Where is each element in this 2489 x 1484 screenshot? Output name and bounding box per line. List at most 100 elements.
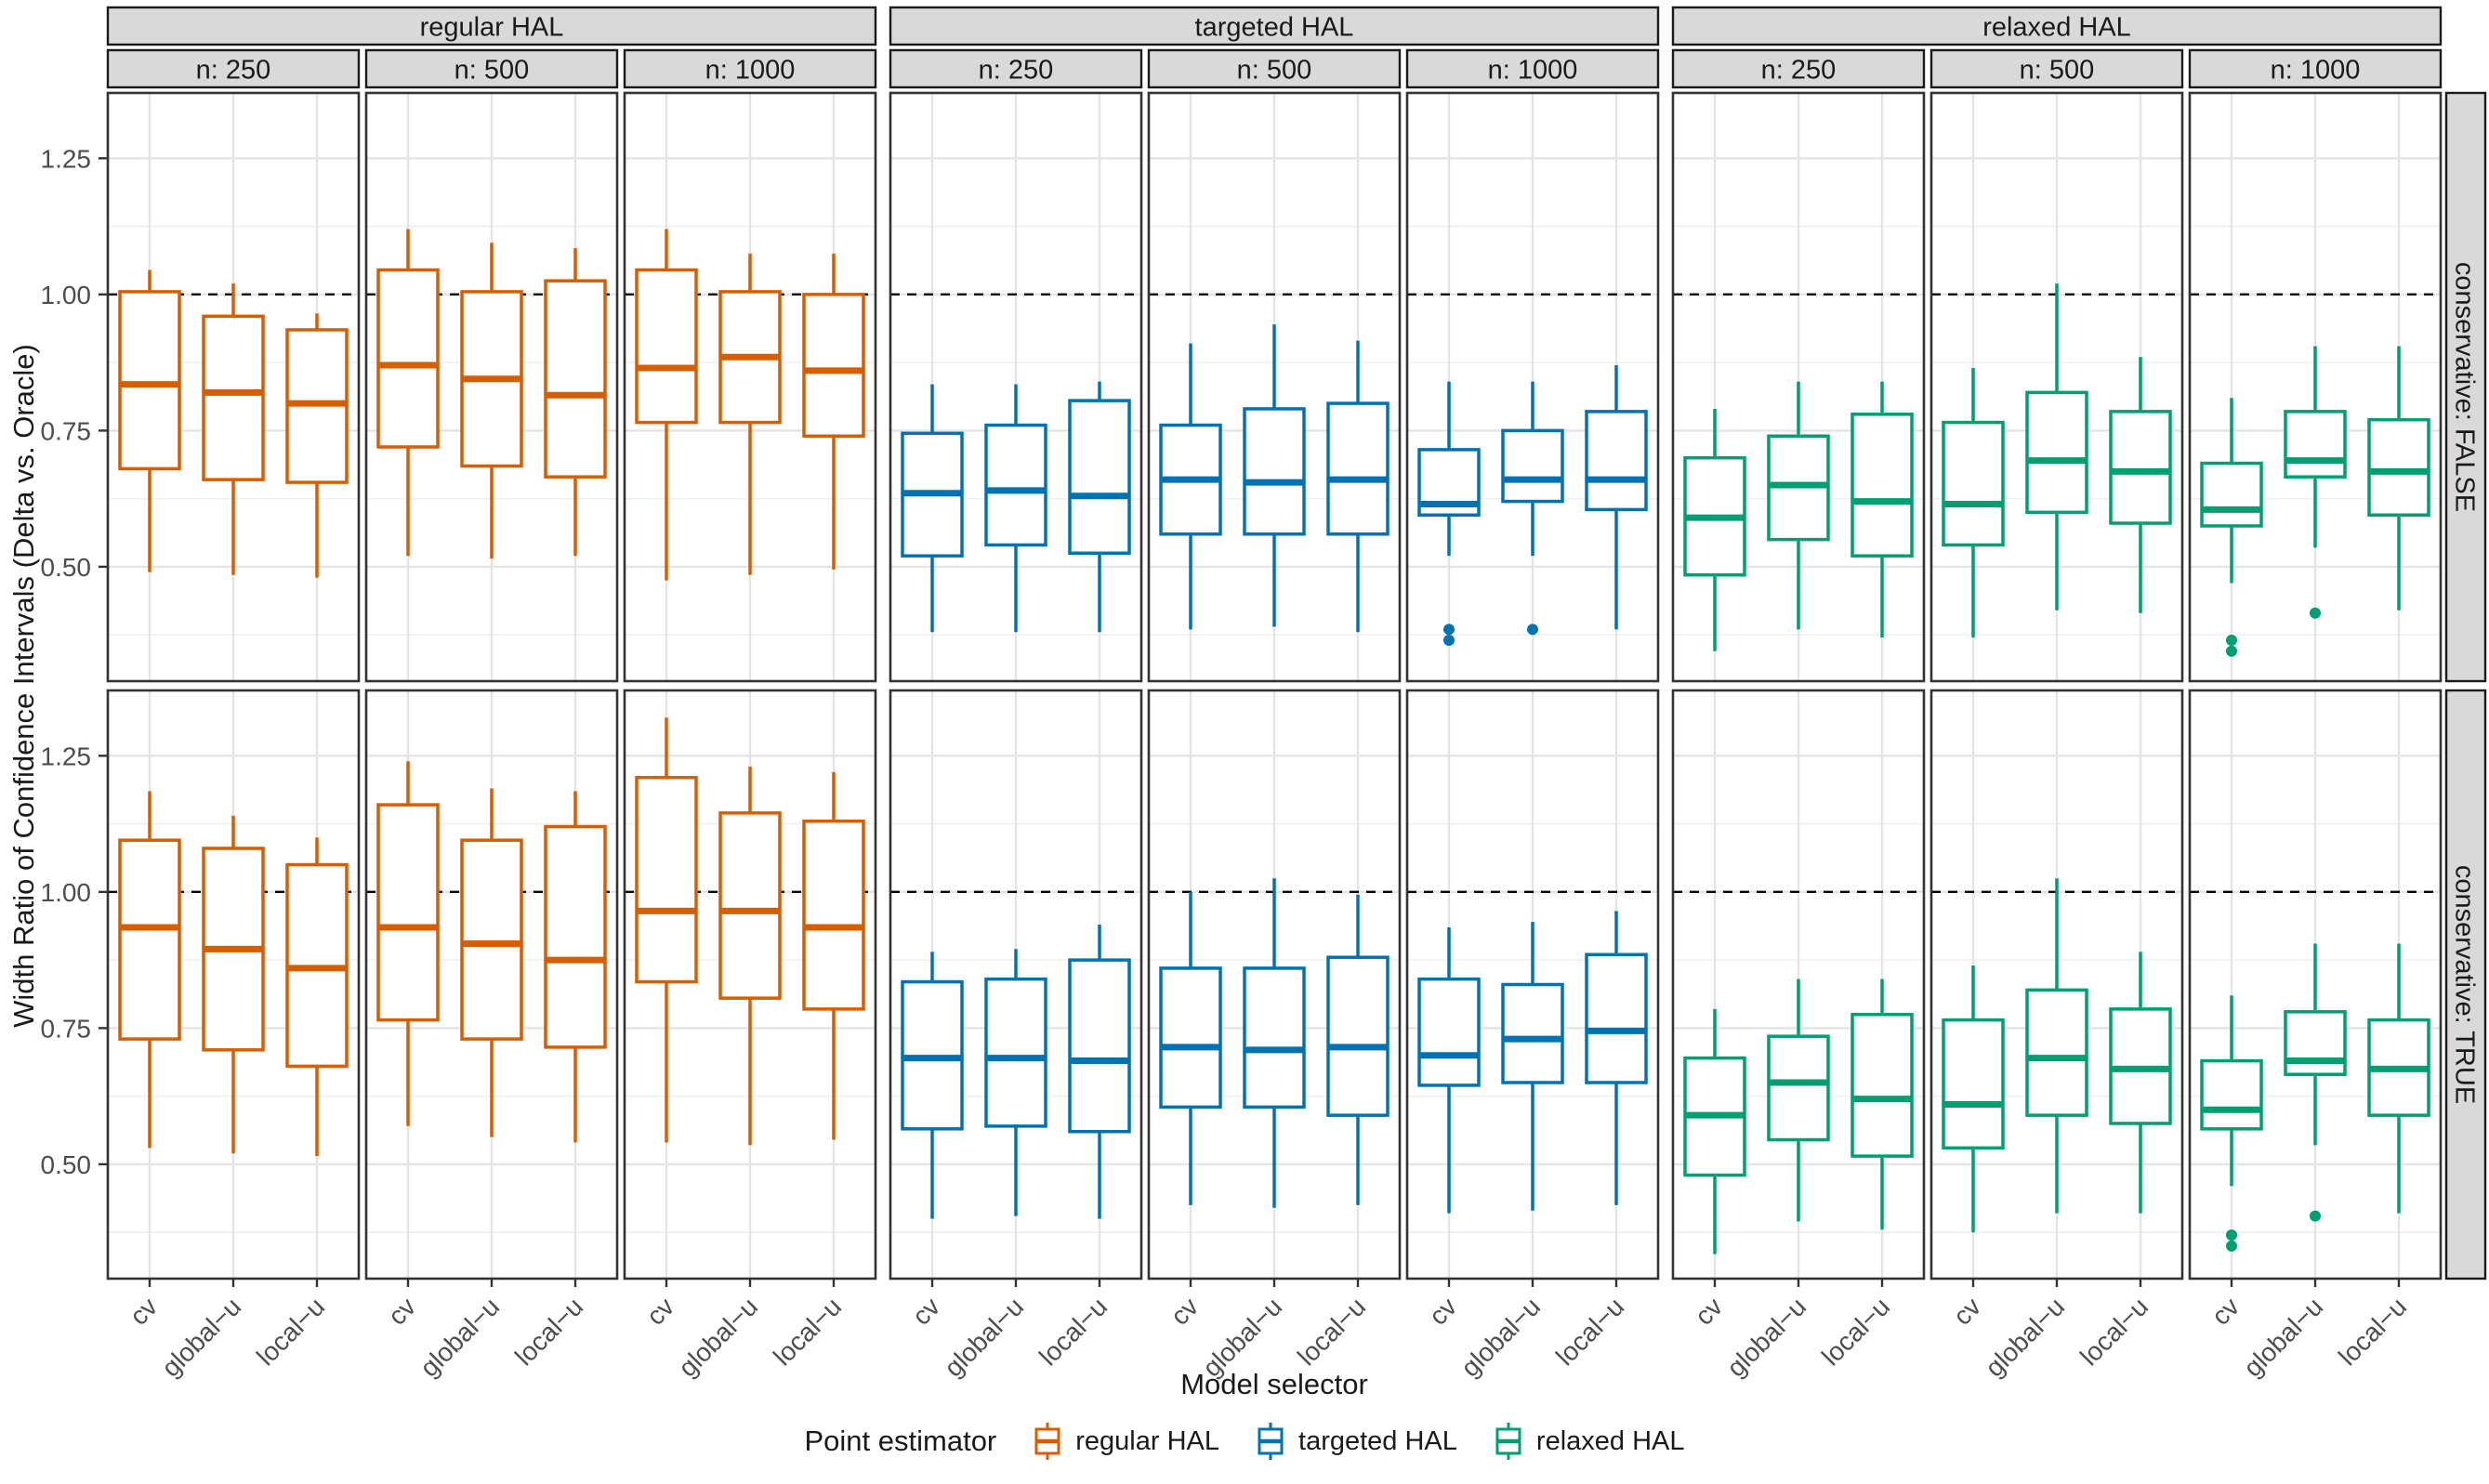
x-tick-label: cv [125,1292,164,1331]
boxplot-local−u [1585,911,1648,1205]
panel-regular HAL-n: 250-row0 [106,91,361,683]
x-tick-label: cv [1690,1292,1729,1331]
x-tick-label: global−u [1455,1292,1546,1382]
boxplot-cv [1942,965,2005,1233]
boxplot-global−u [2284,943,2347,1222]
boxplot-cv [1942,367,2005,638]
box-iqr [1159,966,1222,1110]
panel-regular HAL-n: 1000-row0 [623,91,877,683]
x-tick-label: cv [1165,1292,1205,1331]
box-iqr [984,977,1047,1128]
box-iqr [1068,958,1131,1134]
panel-targeted HAL-n: 1000-row0 [1405,91,1660,683]
panel-border [1405,91,1660,683]
y-tick-label: 0.75 [41,1014,92,1043]
box-iqr [2367,417,2430,517]
panel-border [2188,91,2443,683]
boxplot-local−u [2367,943,2430,1214]
legend-entry-label: relaxed HAL [1535,1425,1685,1456]
boxplot-local−u [2109,357,2172,613]
x-tick-label: local−u [1816,1292,1895,1371]
outlier-point [2226,635,2237,647]
x-tick-label: global−u [2238,1292,2328,1382]
outlier-point [2310,1210,2321,1222]
column-facet-strip [889,6,1660,46]
boxplot-cv [118,791,181,1149]
panel-targeted HAL-n: 250-row0 [889,91,1143,683]
legend-entry-label: regular HAL [1075,1425,1220,1456]
x-tick-label: cv [383,1292,422,1331]
boxplot-cv [376,761,440,1126]
box-iqr [802,293,865,438]
x-tick-label: cv [641,1292,680,1331]
boxplot-cv [2200,398,2263,657]
panel-border [1929,91,2184,683]
panel-relaxed HAL-n: 500-row1 [1929,689,2184,1280]
x-tick-label: global−u [1980,1292,2070,1382]
y-tick-label: 1.00 [41,281,92,309]
subcolumn-facet-strip [889,48,1143,89]
x-tick-label: global−u [673,1292,763,1382]
subcolumn-facet-label: n: 250 [979,55,1054,85]
boxplot-global−u [718,253,782,575]
box-iqr [376,803,440,1022]
panel-border [623,91,877,683]
box-iqr [1417,977,1481,1087]
legend-entry-targeted-HAL: targeted HAL [1255,1421,1457,1462]
box-iqr [118,290,181,471]
panel-regular HAL-n: 500-row0 [364,91,619,683]
boxplot-local−u [285,313,349,578]
boxplot-local−u [802,771,865,1140]
boxplot-local−u [544,791,607,1143]
panel-relaxed HAL-n: 500-row0 [1929,91,2184,683]
panel-border [1671,91,1926,683]
subcolumn-facet-label: n: 500 [454,55,530,85]
boxplot-global−u [1243,878,1306,1208]
x-tick-label: cv [2206,1292,2245,1331]
box-iqr [635,268,698,425]
panel-relaxed HAL-n: 250-row1 [1671,689,1926,1280]
row-facet-label: conservative: FALSE [2450,262,2480,512]
row-facet-strip [2444,689,2487,1280]
y-axis-title: Width Ratio of Confidence Intervals (Del… [7,344,40,1028]
subcolumn-facet-strip [623,48,877,89]
subcolumn-facet-label: n: 500 [2020,55,2095,85]
y-tick-label: 0.50 [41,1150,92,1179]
y-tick-label: 0.75 [41,416,92,445]
x-tick-label: cv [1424,1292,1463,1331]
x-tick-label: local−u [2074,1292,2153,1371]
subcolumn-facet-label: n: 1000 [1488,55,1578,85]
legend-title: Point estimator [804,1425,997,1457]
boxplot-cv [635,717,698,1143]
box-iqr [1850,1012,1914,1158]
y-tick-label: 0.50 [41,553,92,582]
boxplot-global−u [2025,878,2088,1214]
outlier-point [2226,645,2237,657]
x-tick-label: global−u [939,1292,1029,1382]
subcolumn-facet-label: n: 500 [1237,55,1312,85]
boxplot-local−u [285,837,349,1157]
x-tick-label: cv [907,1292,946,1331]
x-tick-label: local−u [251,1292,330,1371]
box-iqr [984,423,1047,547]
subcolumn-facet-strip [1929,48,2184,89]
boxplot-cv [2200,995,2263,1252]
box-iqr [718,811,782,1000]
x-axis-title: Model selector [1180,1368,1368,1400]
boxplot-global−u [2284,346,2347,619]
outlier-point [2226,1240,2237,1252]
panel-relaxed HAL-n: 250-row0 [1671,91,1926,683]
boxplot-global−u [984,949,1047,1216]
boxplot-global−u [460,788,523,1137]
boxplot-global−u [1767,978,1830,1222]
outlier-point [1443,624,1455,636]
boxplot-local−u [1850,381,1914,638]
subcolumn-facet-strip [1671,48,1926,89]
box-iqr [2284,410,2347,479]
column-facet-label: regular HAL [420,12,564,42]
boxplot-local−u [2109,952,2172,1214]
boxplot-global−u [460,243,523,559]
box-iqr [802,819,865,1011]
boxplot-local−u [1326,340,1389,633]
boxplot-local−u [1585,365,1648,630]
